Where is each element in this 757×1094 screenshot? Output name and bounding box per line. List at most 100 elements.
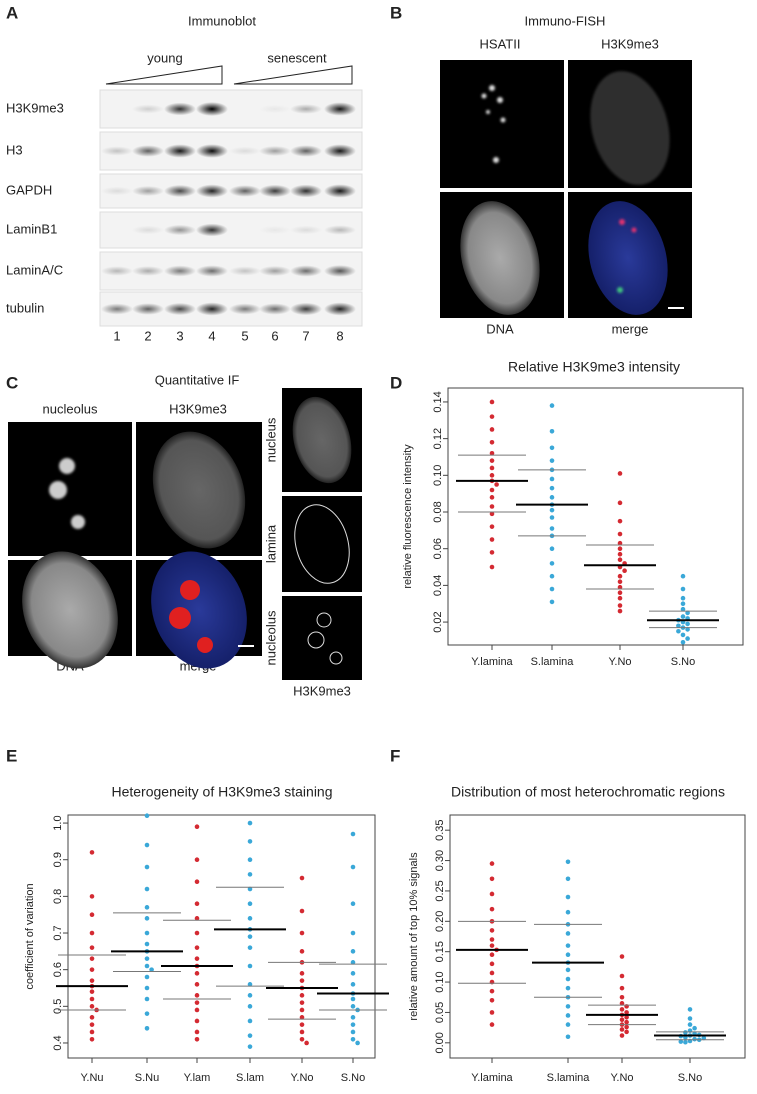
- data-point: [350, 1037, 356, 1042]
- data-point: [680, 606, 686, 612]
- data-point: [89, 945, 95, 950]
- band: [324, 225, 356, 235]
- data-point: [299, 1007, 305, 1013]
- data-point: [565, 859, 571, 865]
- data-point: [565, 967, 571, 973]
- x-tick-label: S.No: [671, 656, 695, 668]
- data-point: [194, 993, 200, 998]
- data-point: [617, 584, 623, 590]
- data-point: [489, 861, 495, 866]
- data-point: [565, 931, 571, 936]
- data-point: [549, 428, 555, 434]
- data-point: [687, 1022, 693, 1027]
- data-point: [565, 1004, 571, 1009]
- data-point: [144, 842, 150, 848]
- data-point: [247, 820, 253, 826]
- data-point: [194, 916, 200, 921]
- data-point: [489, 891, 495, 897]
- image-label: H3K9me3: [601, 36, 659, 51]
- data-point: [617, 557, 623, 563]
- x-tick-label: S.lamina: [531, 656, 575, 668]
- data-point: [89, 930, 95, 936]
- data-point: [619, 1007, 625, 1012]
- panel-label: E: [6, 746, 17, 765]
- plot-frame: [449, 814, 746, 1059]
- data-point: [350, 960, 356, 965]
- data-point: [194, 1037, 200, 1042]
- x-tick-label: Y.Nu: [80, 1072, 103, 1084]
- data-point: [489, 988, 495, 994]
- y-tick-label: 0.10: [434, 971, 446, 992]
- data-point: [701, 1035, 707, 1041]
- y-tick-label: 0.30: [434, 850, 446, 871]
- data-point: [565, 876, 571, 882]
- data-point: [304, 1040, 309, 1046]
- data-point: [299, 978, 305, 983]
- data-point: [194, 945, 200, 950]
- band: [324, 302, 356, 316]
- data-point: [194, 857, 200, 863]
- y-tick-label: 0.02: [432, 611, 444, 632]
- data-point: [194, 956, 200, 961]
- data-point: [617, 540, 623, 546]
- data-point: [489, 414, 495, 419]
- y-axis-label: relative amount of top 10% signals: [408, 852, 420, 1021]
- y-tick-label: 0.4: [52, 1035, 64, 1050]
- data-point: [247, 886, 253, 892]
- data-point: [565, 909, 571, 915]
- y-tick-label: 0.04: [432, 575, 444, 596]
- data-point: [624, 1024, 629, 1030]
- data-point: [489, 952, 495, 958]
- chart-title: Relative H3K9me3 intensity: [508, 359, 680, 375]
- data-point: [144, 864, 150, 870]
- data-point: [489, 1010, 495, 1015]
- band: [196, 102, 228, 116]
- data-point: [247, 993, 253, 998]
- data-point: [549, 546, 555, 551]
- y-tick-label: 0.10: [432, 465, 444, 486]
- data-point: [299, 930, 305, 936]
- data-point: [247, 857, 253, 863]
- data-point: [89, 912, 95, 917]
- data-point: [489, 961, 495, 967]
- data-point: [489, 564, 495, 570]
- band: [196, 223, 228, 237]
- data-point: [89, 1022, 95, 1027]
- data-point: [194, 1007, 200, 1013]
- data-point: [489, 465, 495, 471]
- band: [229, 185, 261, 197]
- band: [164, 224, 196, 236]
- data-point: [247, 1004, 253, 1009]
- data-point: [489, 537, 495, 542]
- image-label: DNA: [486, 321, 514, 336]
- data-point: [680, 573, 686, 579]
- row-label: H3: [6, 142, 23, 157]
- data-point: [617, 546, 623, 551]
- data-point: [299, 949, 305, 954]
- data-point: [680, 614, 686, 619]
- y-tick-label: 0.08: [432, 501, 444, 522]
- data-point: [299, 1000, 305, 1005]
- data-point: [194, 879, 200, 885]
- lane-label: 6: [271, 328, 278, 343]
- panel-label: D: [390, 373, 402, 392]
- data-point: [247, 1033, 253, 1038]
- band: [164, 144, 196, 158]
- data-point: [624, 1010, 629, 1015]
- data-point: [680, 639, 686, 645]
- data-point: [549, 586, 555, 592]
- data-point: [549, 561, 555, 566]
- lane-label: 4: [208, 328, 215, 343]
- data-point: [617, 518, 623, 524]
- data-point: [247, 1018, 253, 1024]
- data-point: [692, 1036, 697, 1042]
- data-point: [549, 403, 555, 408]
- band: [259, 184, 291, 198]
- y-tick-label: 0.6: [52, 962, 64, 977]
- band: [101, 266, 133, 276]
- data-point: [617, 603, 623, 608]
- y-tick-label: 0.5: [52, 999, 64, 1014]
- data-point: [617, 595, 623, 601]
- data-point: [565, 1034, 571, 1040]
- band: [290, 145, 322, 157]
